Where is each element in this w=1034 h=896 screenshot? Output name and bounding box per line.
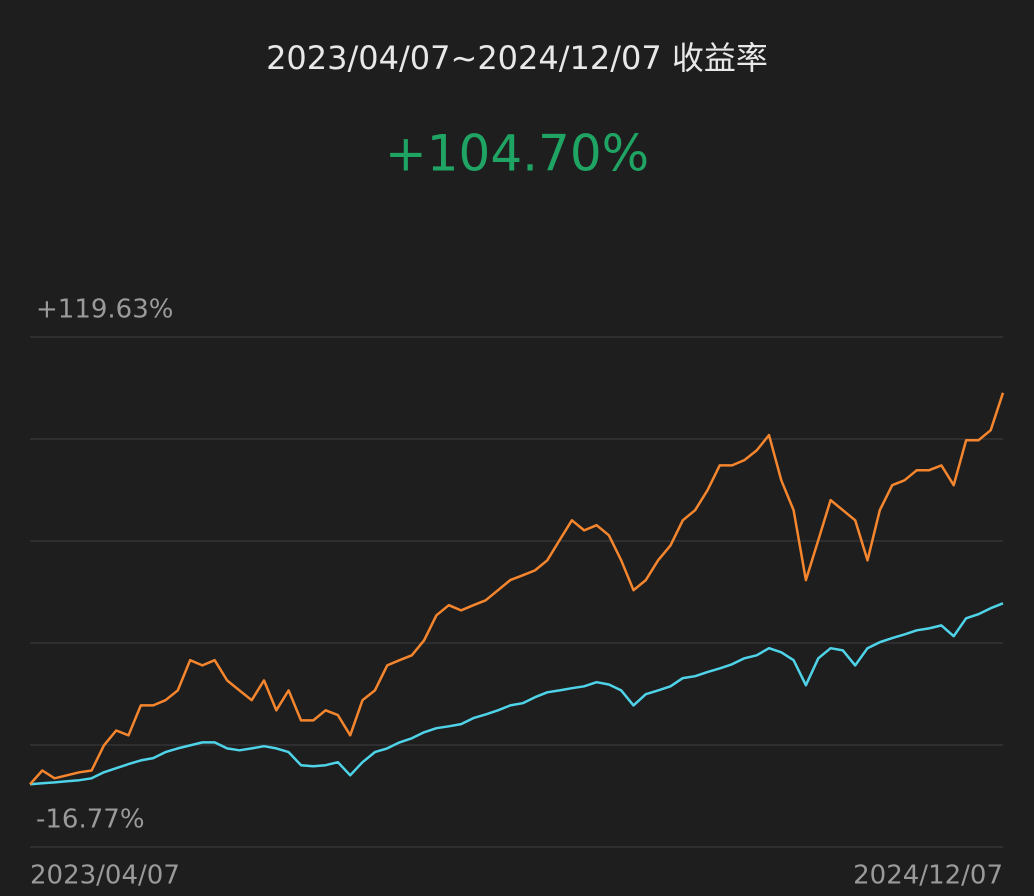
y-tick-label: -16.77% — [36, 805, 145, 835]
series-line — [29, 602, 1004, 786]
chart-title: 2023/04/07~2024/12/07 收益率 — [266, 39, 768, 77]
y-tick-label: +119.63% — [36, 295, 173, 325]
x-tick-label: 2023/04/07 — [30, 861, 180, 891]
series-line — [29, 392, 1005, 786]
chart-subtitle: +104.70% — [385, 125, 649, 183]
x-tick-label: 2024/12/07 — [853, 861, 1003, 891]
